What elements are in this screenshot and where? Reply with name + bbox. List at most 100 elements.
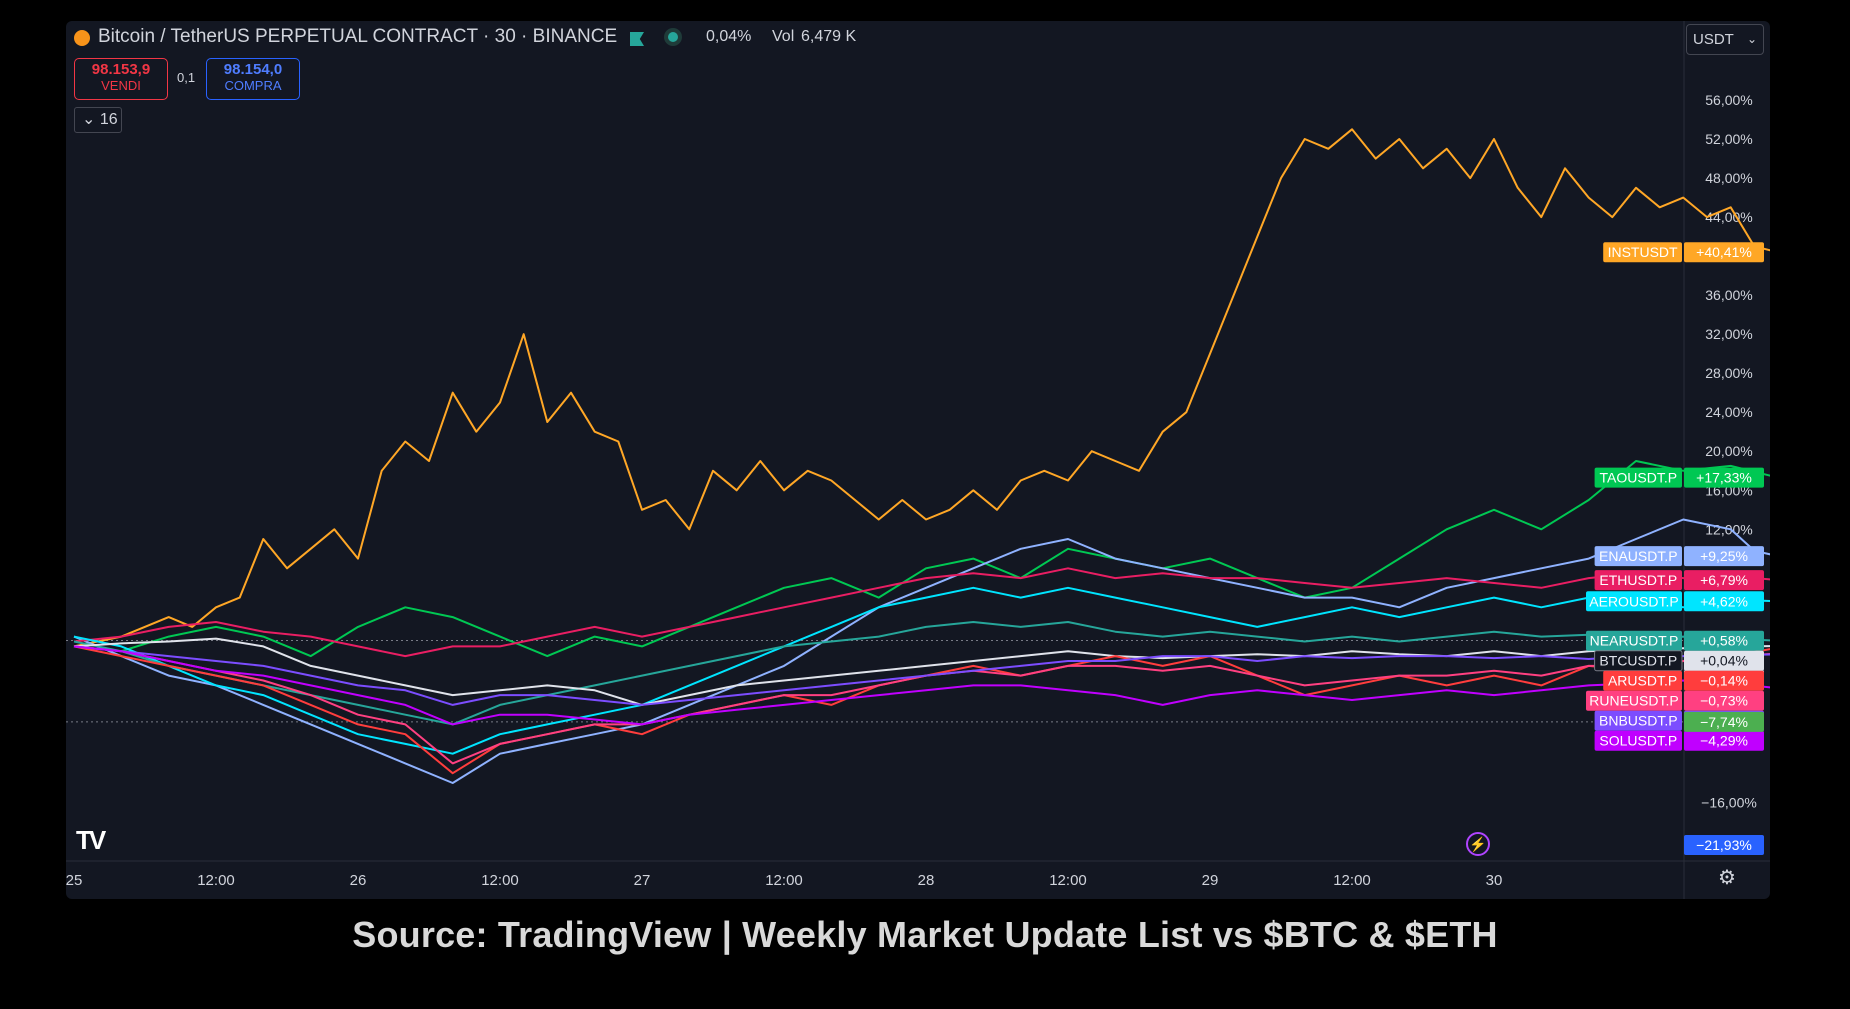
- x-tick-label: 12:00: [197, 872, 235, 889]
- y-tick-label: 24,00%: [1705, 404, 1752, 420]
- indicators-toggle[interactable]: ⌄ 16: [74, 107, 122, 133]
- flag-icon[interactable]: [630, 32, 644, 46]
- buy-label: COMPRA: [224, 78, 282, 93]
- series-line-ethusdt-p: [73, 567, 1770, 658]
- series-value-label: +40,41%: [1696, 244, 1752, 260]
- sell-label: VENDI: [101, 78, 141, 93]
- x-tick-label: 12:00: [765, 872, 803, 889]
- y-tick-label: −16,00%: [1701, 794, 1757, 810]
- series-value-tag: [1684, 546, 1764, 567]
- series-value-label: +6,79%: [1700, 572, 1748, 588]
- series-value-tag: [1684, 690, 1764, 711]
- series-value-tag: [1684, 591, 1764, 612]
- series-value-label: +0,58%: [1700, 633, 1748, 649]
- spread-value: 0,1: [177, 70, 196, 85]
- series-name-label: NEARUSDT.P: [1590, 633, 1679, 649]
- volume-value: 6,479 K: [801, 28, 857, 45]
- y-tick-label: 48,00%: [1705, 170, 1752, 186]
- series-value-tag: [1684, 630, 1764, 651]
- series-value-label: +9,25%: [1700, 548, 1748, 564]
- lightning-icon[interactable]: ⚡: [1466, 832, 1490, 856]
- series-name-tag: [1586, 591, 1682, 612]
- x-tick-label: 28: [918, 872, 935, 889]
- buy-button[interactable]: 98.154,0 COMPRA: [206, 58, 300, 100]
- axis-badge-label: −21,93%: [1696, 837, 1752, 853]
- series-line-btcusdt-p: [73, 637, 1770, 706]
- series-name-tag: [1603, 670, 1682, 691]
- series-line-taousdt-p: [73, 460, 1770, 658]
- series-value-tag: [1684, 670, 1764, 691]
- series-name-label: RUNEUSDT.P: [1589, 693, 1678, 709]
- y-tick-label: 56,00%: [1705, 92, 1752, 108]
- chevron-down-icon: ⌄: [1746, 32, 1757, 46]
- series-line-instusdt: [73, 128, 1770, 648]
- series-value-label: +0,04%: [1700, 653, 1748, 669]
- x-tick-label: 30: [1486, 872, 1503, 889]
- tradingview-logo-icon: TV: [76, 825, 106, 855]
- series-name-tag: [1586, 630, 1682, 651]
- sell-button[interactable]: 98.153,9 VENDI: [74, 58, 168, 100]
- series-line-solusdt-p: [73, 645, 1770, 726]
- x-tick-label: 27: [634, 872, 651, 889]
- series-name-tag: [1594, 546, 1682, 567]
- currency-select[interactable]: USDT ⌄: [1686, 24, 1764, 55]
- y-tick-label: 20,00%: [1705, 443, 1752, 459]
- x-tick-label: 29: [1202, 872, 1219, 889]
- x-tick-label: 26: [350, 872, 367, 889]
- series-name-label: ETHUSDT.P: [1599, 572, 1677, 588]
- y-tick-label: 44,00%: [1705, 209, 1752, 225]
- indicators-count: 16: [99, 111, 118, 128]
- series-name-label: INSTUSDT: [1608, 244, 1678, 260]
- series-value-label: +17,33%: [1696, 470, 1752, 486]
- currency-value: USDT: [1693, 31, 1734, 48]
- series-name-tag: [1603, 242, 1682, 263]
- series-name-tag: [1594, 570, 1682, 591]
- series-value-tag: [1684, 650, 1764, 671]
- series-name-label: ARUSDT.P: [1608, 673, 1677, 689]
- axis-badge: [1684, 711, 1764, 732]
- series-name-label: ENAUSDT.P: [1599, 548, 1678, 564]
- sell-price: 98.153,9: [91, 61, 151, 78]
- y-tick-label: 28,00%: [1705, 365, 1752, 381]
- buy-price: 98.154,0: [223, 61, 283, 78]
- series-line-runeusdt-p: [73, 645, 1770, 765]
- axis-badge-label: −7,74%: [1700, 714, 1748, 730]
- axis-badge: [1684, 835, 1764, 855]
- chart-panel: 56,00% 52,00% 48,00% 44,00% 36,00% 32,00% 28,0…: [66, 21, 1770, 899]
- series-name-label: SOLUSDT.P: [1599, 733, 1677, 749]
- series-name-label: BNBUSDT.P: [1599, 713, 1678, 729]
- y-tick-label: 32,00%: [1705, 326, 1752, 342]
- bitcoin-logo-icon: [74, 30, 90, 46]
- series-name-tag: [1594, 467, 1682, 488]
- y-tick-label: 36,00%: [1705, 287, 1752, 303]
- series-name-label: AEROUSDT.P: [1589, 593, 1678, 609]
- series-name-label: BTCUSDT.P: [1599, 653, 1677, 669]
- series-name-label: TAOUSDT.P: [1600, 470, 1678, 486]
- series-name-tag: [1586, 690, 1682, 711]
- series-name-tag: [1594, 710, 1682, 731]
- x-tick-label: 12:00: [1049, 872, 1087, 889]
- chart-caption: Source: TradingView | Weekly Market Upda…: [352, 914, 1498, 955]
- x-tick-label: 12:00: [1333, 872, 1371, 889]
- chart-svg: 56,00% 52,00% 48,00% 44,00% 36,00% 32,00% 28,0…: [66, 21, 1770, 899]
- x-tick-label: 12:00: [481, 872, 519, 889]
- series-value-label: +4,62%: [1700, 593, 1748, 609]
- series-line-bnbusdt-p: [73, 645, 1770, 706]
- series-value-label: −0,73%: [1700, 693, 1748, 709]
- x-tick-label: 25: [66, 872, 82, 889]
- series-value-tag: [1684, 242, 1764, 263]
- settings-gear-icon[interactable]: ⚙: [1718, 867, 1736, 889]
- series-value-tag: [1684, 570, 1764, 591]
- symbol-title[interactable]: Bitcoin / TetherUS PERPETUAL CONTRACT · …: [98, 26, 618, 47]
- series-value-label: −0,14%: [1700, 673, 1748, 689]
- series-line-aerousdt-p: [73, 586, 1770, 755]
- volume-label: Vol: [772, 28, 795, 45]
- series-line-nearusdt-p: [73, 621, 1770, 726]
- series-value-tag: [1684, 730, 1764, 751]
- chevron-down-icon: ⌄: [82, 111, 96, 128]
- series-value-tag: [1684, 467, 1764, 488]
- series-value-label: −4,29%: [1700, 733, 1748, 749]
- series-line-enausdt-p: [73, 518, 1770, 784]
- y-tick-label: 52,00%: [1705, 131, 1752, 147]
- market-status-icon[interactable]: [668, 32, 678, 42]
